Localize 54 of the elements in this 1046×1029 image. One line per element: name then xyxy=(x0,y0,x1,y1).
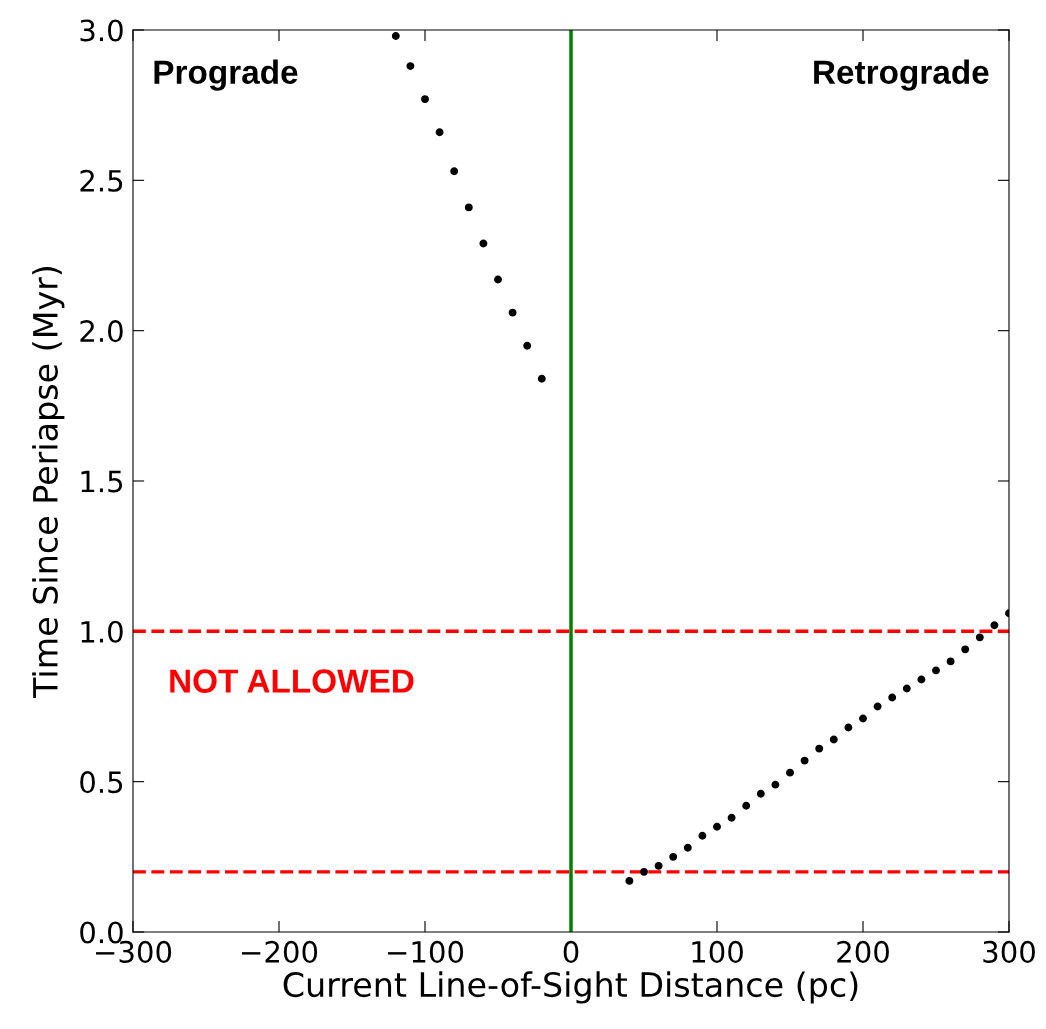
point xyxy=(786,768,794,777)
point xyxy=(625,876,634,885)
annotation: Prograde xyxy=(154,59,298,91)
point xyxy=(508,308,517,317)
point xyxy=(990,621,999,630)
y-tick-label: 2.0 xyxy=(80,320,123,343)
annotation: NOT ALLOWED xyxy=(170,669,414,693)
x-axis-title: Current Line-of-Sight Distance (pc) xyxy=(283,971,858,1004)
point xyxy=(771,780,780,789)
x-tick-label: −100 xyxy=(388,940,464,963)
y-axis-title: Time Since Periapse (Myr) xyxy=(32,266,65,698)
point xyxy=(946,657,955,666)
x-tick-label: 200 xyxy=(837,940,889,963)
point xyxy=(479,239,488,248)
annotation: Retrograde xyxy=(814,59,989,91)
point xyxy=(494,275,502,284)
point xyxy=(859,714,867,723)
point xyxy=(829,735,838,744)
point xyxy=(406,62,415,71)
x-tick-label: 100 xyxy=(692,940,743,963)
y-tick-label: 0.5 xyxy=(80,771,123,794)
point xyxy=(464,203,473,212)
point xyxy=(844,723,853,732)
point xyxy=(450,167,459,176)
point xyxy=(669,852,678,861)
point xyxy=(421,95,429,104)
point xyxy=(742,801,751,810)
point xyxy=(961,645,970,654)
point xyxy=(975,633,984,642)
point xyxy=(683,843,692,852)
point xyxy=(391,32,400,40)
point xyxy=(873,702,882,711)
point xyxy=(815,744,824,753)
point xyxy=(654,861,663,870)
point xyxy=(756,789,765,798)
y-tick-label: 1.0 xyxy=(81,620,123,643)
point xyxy=(902,684,911,693)
point xyxy=(537,374,546,383)
y-tick-label: 3.0 xyxy=(80,19,123,42)
point xyxy=(698,831,707,840)
point xyxy=(727,813,736,822)
x-tick-label: 0 xyxy=(563,940,579,963)
point xyxy=(917,675,926,684)
y-tick-label: 2.5 xyxy=(80,169,123,192)
point xyxy=(888,693,897,702)
point xyxy=(523,341,532,350)
point xyxy=(713,822,721,831)
point xyxy=(800,756,809,765)
point xyxy=(435,128,444,137)
x-tick-label: 300 xyxy=(983,940,1035,963)
point xyxy=(640,867,648,876)
point xyxy=(932,666,940,675)
y-tick-label: 1.5 xyxy=(81,470,123,493)
x-tick-label: −200 xyxy=(242,940,318,963)
